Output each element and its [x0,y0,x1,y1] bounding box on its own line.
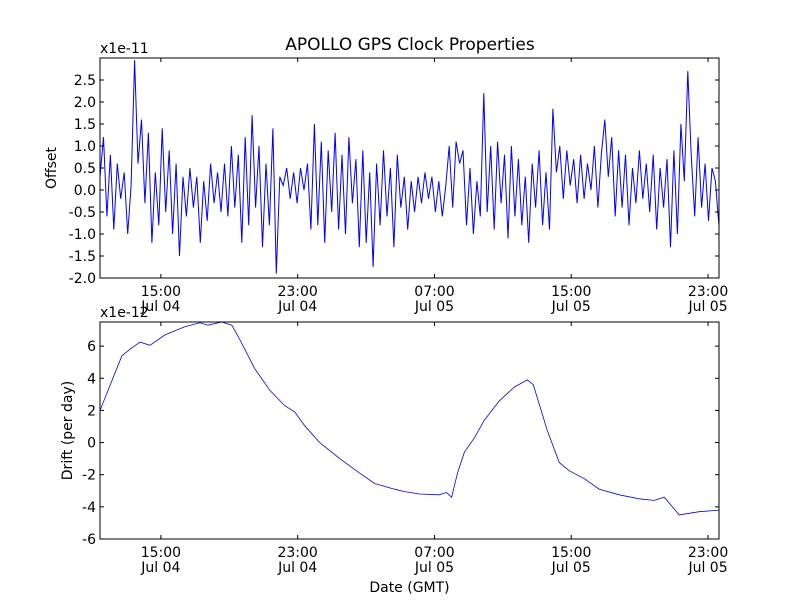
x-tick-label-date: Jul 04 [277,560,317,576]
x-tick-label-time: 07:00 [414,545,454,561]
y-tick-label: 0 [87,436,96,452]
y-tick-label: 2 [87,403,96,419]
y-tick-label: 0.0 [74,183,96,199]
x-tick-label-date: Jul 04 [140,560,180,576]
chart-title: APOLLO GPS Clock Properties [285,35,535,55]
x-tick-label-time: 23:00 [277,545,317,561]
y-tick-label: 4 [87,371,96,387]
drift-series-line [100,322,719,516]
x-tick-label-date: Jul 05 [551,560,591,576]
y-tick-label: -4 [82,500,96,516]
x-tick-label-date: Jul 05 [687,560,727,576]
y-tick-label: -1.5 [69,249,96,265]
offset-series-line [100,60,719,274]
y-tick-label: 0.5 [74,161,96,177]
y-tick-label: -2.0 [69,271,96,287]
y-tick-label: 6 [87,339,96,355]
x-tick-label-time: 23:00 [688,545,728,561]
drift-axes-frame [99,321,720,540]
x-tick-label-date: Jul 04 [277,299,317,315]
offset-y-axis-label: Offset [44,146,60,189]
x-tick-label-time: 07:00 [414,284,454,300]
x-tick-label-time: 15:00 [551,284,591,300]
y-tick-label: 2.5 [74,73,96,89]
offset-axes: -2.0-1.5-1.0-0.50.00.51.01.52.02.515:00J… [44,41,728,315]
x-tick-label-date: Jul 05 [414,299,454,315]
y-tick-label: -6 [82,532,96,548]
y-tick-label: -2 [82,468,96,484]
y-tick-label: -1.0 [69,227,96,243]
x-axis-label: Date (GMT) [369,580,449,596]
offset-scale-label: x1e-11 [100,41,149,57]
y-tick-label: 1.0 [74,139,96,155]
y-tick-label: -0.5 [69,205,96,221]
drift-y-axis-label: Drift (per day) [60,381,76,480]
x-tick-label-date: Jul 05 [551,299,591,315]
x-tick-label-time: 23:00 [688,284,728,300]
x-tick-label-time: 23:00 [277,284,317,300]
x-tick-label-time: 15:00 [141,545,181,561]
x-tick-label-time: 15:00 [551,545,591,561]
y-tick-label: 2.0 [74,95,96,111]
x-tick-label-time: 15:00 [141,284,181,300]
x-tick-label-date: Jul 04 [140,299,180,315]
x-tick-label-date: Jul 05 [687,299,727,315]
y-tick-label: 1.5 [74,117,96,133]
drift-scale-label: x1e-12 [100,305,149,321]
x-tick-label-date: Jul 05 [414,560,454,576]
